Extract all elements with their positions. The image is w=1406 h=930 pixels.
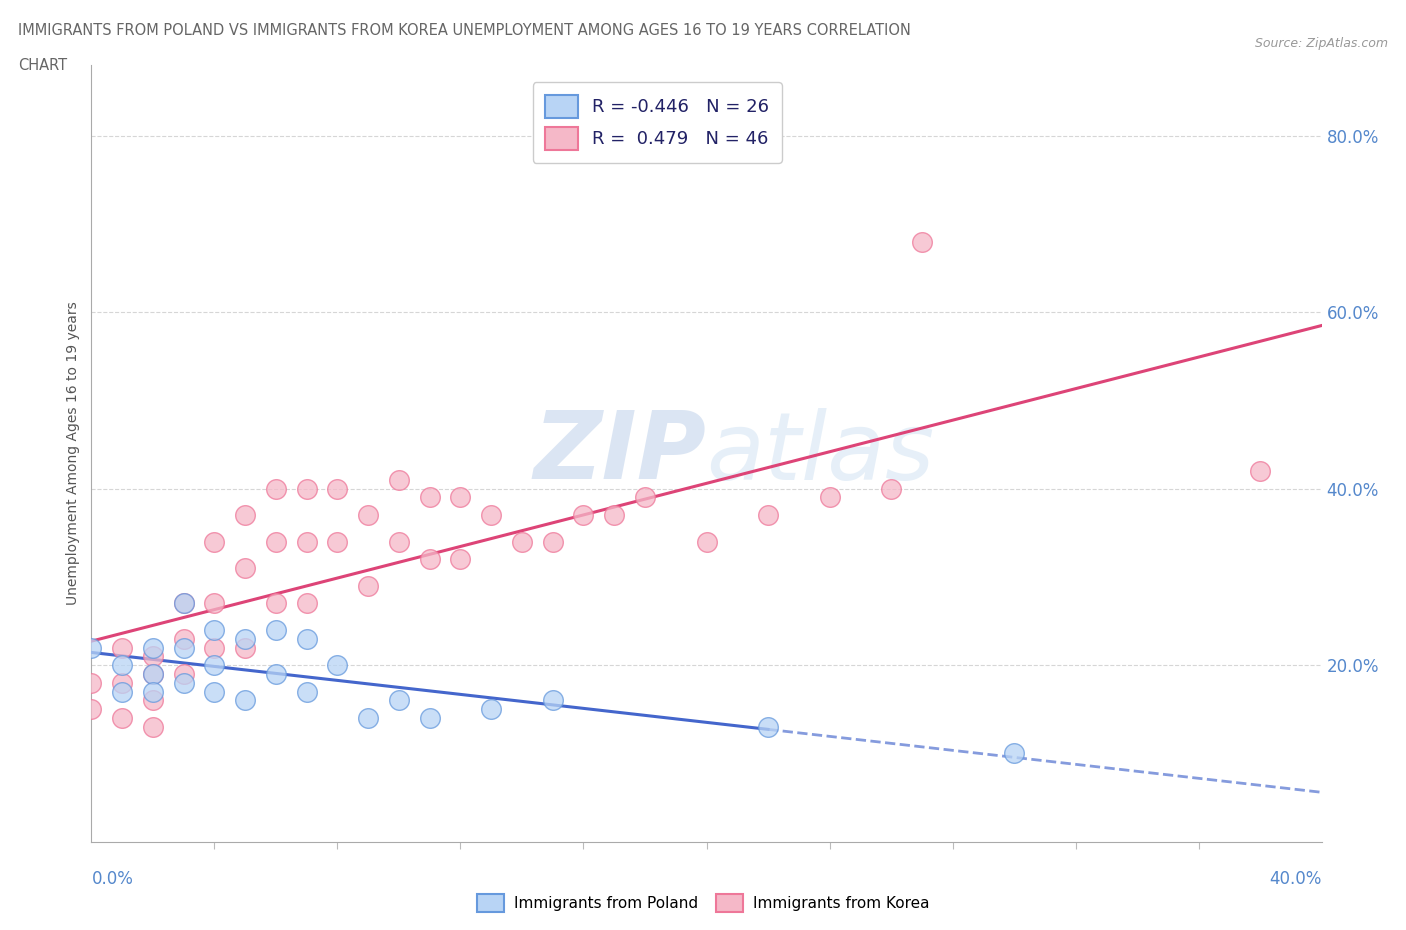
Point	[202, 622, 225, 637]
Point	[111, 658, 134, 672]
Point	[173, 596, 195, 611]
Point	[419, 490, 441, 505]
Point	[634, 490, 657, 505]
Point	[357, 578, 380, 593]
Point	[111, 640, 134, 655]
Y-axis label: Unemployment Among Ages 16 to 19 years: Unemployment Among Ages 16 to 19 years	[66, 301, 80, 605]
Point	[142, 667, 165, 682]
Point	[326, 534, 349, 549]
Point	[233, 631, 256, 646]
Point	[388, 693, 411, 708]
Point	[264, 481, 287, 496]
Point	[572, 508, 595, 523]
Point	[80, 640, 103, 655]
Point	[295, 534, 318, 549]
Point	[80, 675, 103, 690]
Point	[295, 596, 318, 611]
Text: CHART: CHART	[18, 58, 67, 73]
Point	[111, 711, 134, 725]
Point	[696, 534, 718, 549]
Point	[510, 534, 533, 549]
Point	[264, 596, 287, 611]
Point	[295, 684, 318, 699]
Point	[80, 702, 103, 717]
Point	[449, 551, 471, 566]
Point	[142, 684, 165, 699]
Point	[818, 490, 841, 505]
Legend: R = -0.446   N = 26, R =  0.479   N = 46: R = -0.446 N = 26, R = 0.479 N = 46	[533, 82, 782, 163]
Text: Source: ZipAtlas.com: Source: ZipAtlas.com	[1254, 37, 1388, 50]
Point	[202, 596, 225, 611]
Point	[295, 631, 318, 646]
Point	[202, 658, 225, 672]
Point	[264, 534, 287, 549]
Point	[142, 649, 165, 664]
Point	[449, 490, 471, 505]
Text: IMMIGRANTS FROM POLAND VS IMMIGRANTS FROM KOREA UNEMPLOYMENT AMONG AGES 16 TO 19: IMMIGRANTS FROM POLAND VS IMMIGRANTS FRO…	[18, 23, 911, 38]
Point	[173, 640, 195, 655]
Point	[326, 658, 349, 672]
Point	[142, 640, 165, 655]
Point	[1002, 746, 1025, 761]
Point	[173, 596, 195, 611]
Point	[603, 508, 626, 523]
Point	[1249, 463, 1271, 478]
Point	[202, 534, 225, 549]
Point	[479, 508, 502, 523]
Point	[202, 640, 225, 655]
Point	[233, 640, 256, 655]
Legend: Immigrants from Poland, Immigrants from Korea: Immigrants from Poland, Immigrants from …	[471, 888, 935, 918]
Point	[326, 481, 349, 496]
Point	[111, 675, 134, 690]
Point	[541, 693, 564, 708]
Point	[233, 693, 256, 708]
Point	[142, 693, 165, 708]
Text: 0.0%: 0.0%	[91, 870, 134, 887]
Point	[388, 534, 411, 549]
Point	[388, 472, 411, 487]
Point	[357, 508, 380, 523]
Point	[419, 711, 441, 725]
Text: ZIP: ZIP	[534, 407, 706, 499]
Point	[233, 508, 256, 523]
Point	[880, 481, 903, 496]
Point	[264, 622, 287, 637]
Point	[357, 711, 380, 725]
Text: 40.0%: 40.0%	[1270, 870, 1322, 887]
Point	[142, 720, 165, 735]
Point	[419, 551, 441, 566]
Text: atlas: atlas	[706, 408, 935, 498]
Point	[173, 631, 195, 646]
Point	[756, 508, 779, 523]
Point	[479, 702, 502, 717]
Point	[233, 561, 256, 576]
Point	[142, 667, 165, 682]
Point	[756, 720, 779, 735]
Point	[173, 675, 195, 690]
Point	[111, 684, 134, 699]
Point	[173, 667, 195, 682]
Point	[264, 667, 287, 682]
Point	[541, 534, 564, 549]
Point	[202, 684, 225, 699]
Point	[911, 234, 934, 249]
Point	[295, 481, 318, 496]
